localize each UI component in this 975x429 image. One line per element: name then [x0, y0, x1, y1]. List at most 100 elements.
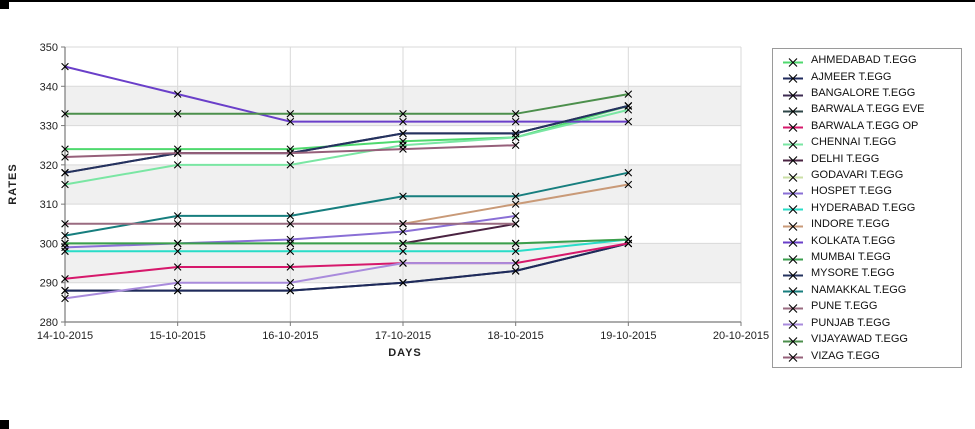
- series-markers-vizag-t-egg: [61, 141, 520, 161]
- legend-label: DELHI T.EGG: [811, 152, 880, 165]
- data-point-marker: [624, 168, 633, 177]
- data-point-marker: [624, 117, 633, 126]
- series-line-ajmeer-t-egg: [65, 242, 629, 292]
- data-point-marker: [399, 227, 407, 236]
- legend-item-ajmeer-t-egg: AJMEER T.EGG: [773, 69, 961, 84]
- data-point-marker: [399, 247, 407, 256]
- y-tick-label: 350: [40, 42, 58, 54]
- data-point-marker: [511, 259, 520, 267]
- data-point-marker: [286, 219, 295, 228]
- x-tick-label: 15-10-2015: [150, 330, 206, 342]
- legend-marker-icon: [782, 317, 804, 330]
- legend-marker-icon: [782, 350, 804, 362]
- series-markers-pune-t-egg: [61, 219, 520, 228]
- data-point-marker: [173, 149, 182, 157]
- legend-label: VIZAG T.EGG: [811, 349, 880, 362]
- y-tick-label: 330: [40, 121, 58, 133]
- legend-item-ahmedabad-t-egg: AHMEDABAD T.EGG: [773, 53, 961, 68]
- data-point-marker: [624, 180, 633, 189]
- data-point-marker: [173, 247, 182, 256]
- data-point-marker: [173, 212, 182, 220]
- legend-item-indore-t-egg: INDORE T.EGG: [773, 217, 961, 232]
- legend-item-hyderabad-t-egg: HYDERABAD T.EGG: [773, 200, 961, 215]
- data-point-marker: [173, 239, 182, 248]
- series-line-kolkata-t-egg: [64, 65, 629, 123]
- data-point-marker: [286, 278, 295, 287]
- legend-label: VIJAYAWAD T.EGG: [811, 333, 908, 346]
- legend-marker-icon: [782, 170, 804, 182]
- data-point-marker: [286, 239, 295, 248]
- legend-item-delhi-t-egg: DELHI T.EGG: [773, 151, 961, 166]
- legend-label: HYDERABAD T.EGG: [811, 201, 916, 214]
- data-point-marker: [399, 219, 407, 228]
- data-point-marker: [511, 212, 520, 220]
- legend-label: BARWALA T.EGG EVE: [811, 103, 925, 116]
- legend-label: CHENNAI T.EGG: [811, 136, 897, 149]
- series-markers-mumbai-t-egg: [61, 235, 633, 248]
- legend-item-vizag-t-egg: VIZAG T.EGG: [773, 348, 961, 363]
- legend-marker-icon: [782, 334, 804, 346]
- series-line-delhi-t-egg: [402, 222, 516, 245]
- series-markers-punjab-t-egg: [61, 259, 520, 303]
- legend-item-chennai-t-egg: CHENNAI T.EGG: [773, 135, 961, 150]
- data-point-marker: [624, 90, 633, 98]
- y-tick-label: 340: [40, 81, 58, 93]
- series-line-chennai-t-egg: [64, 108, 629, 186]
- corner-mark-top-left: [0, 0, 9, 9]
- data-point-marker: [61, 62, 69, 71]
- data-point-marker: [511, 141, 520, 150]
- data-point-marker: [61, 294, 69, 303]
- legend-marker-icon: [782, 186, 804, 198]
- legend-marker-icon: [782, 202, 804, 215]
- data-point-marker: [286, 286, 295, 295]
- y-tick-label: 280: [40, 317, 58, 329]
- legend-item-pune-t-egg: PUNE T.EGG: [773, 299, 961, 314]
- data-point-marker: [286, 117, 295, 126]
- legend-marker-icon: [782, 120, 804, 133]
- legend-marker-icon: [782, 153, 804, 166]
- x-tick-label: 18-10-2015: [488, 330, 544, 342]
- data-point-marker: [173, 278, 182, 287]
- data-point-marker: [61, 274, 69, 283]
- data-point-marker: [511, 117, 520, 126]
- data-point-marker: [286, 149, 295, 157]
- x-tick-label: 17-10-2015: [375, 330, 431, 342]
- legend-label: KOLKATA T.EGG: [811, 234, 896, 247]
- data-point-marker: [511, 219, 520, 228]
- data-point-marker: [173, 90, 182, 98]
- y-tick-label: 320: [40, 160, 58, 172]
- data-point-marker: [511, 247, 520, 256]
- data-point-marker: [61, 231, 69, 240]
- legend-label: HOSPET T.EGG: [811, 185, 892, 198]
- legend-marker-icon: [782, 235, 804, 248]
- series-line-barwala-t-egg-op: [64, 242, 629, 280]
- data-point-marker: [624, 235, 633, 244]
- data-point-marker: [286, 263, 295, 271]
- y-tick-label: 310: [40, 199, 58, 211]
- data-point-marker: [286, 109, 295, 118]
- legend-label: INDORE T.EGG: [811, 218, 890, 231]
- data-point-marker: [399, 259, 407, 267]
- legend-marker-icon: [782, 284, 804, 297]
- legend-label: BANGALORE T.EGG: [811, 87, 916, 100]
- chart-legend: AHMEDABAD T.EGG AJMEER T.EGG BANGALORE T.E…: [772, 48, 962, 368]
- data-point-marker: [61, 153, 69, 161]
- data-point-marker: [61, 109, 69, 118]
- x-tick-label: 20-10-2015: [713, 330, 769, 342]
- legend-label: PUNE T.EGG: [811, 300, 878, 313]
- x-tick-label: 16-10-2015: [262, 330, 318, 342]
- data-point-marker: [624, 102, 633, 110]
- x-tick-label: 19-10-2015: [600, 330, 656, 342]
- legend-item-mysore-t-egg: MYSORE T.EGG: [773, 266, 961, 281]
- x-tick-label: 14-10-2015: [37, 330, 93, 342]
- data-point-marker: [61, 145, 69, 153]
- data-point-marker: [61, 247, 69, 256]
- series-markers-vijayawad-t-egg: [61, 90, 633, 118]
- legend-item-mumbai-t-egg: MUMBAI T.EGG: [773, 250, 961, 265]
- legend-item-hospet-t-egg: HOSPET T.EGG: [773, 184, 961, 199]
- legend-label: NAMAKKAL T.EGG: [811, 283, 907, 296]
- data-point-marker: [61, 239, 69, 248]
- legend-marker-icon: [782, 55, 804, 67]
